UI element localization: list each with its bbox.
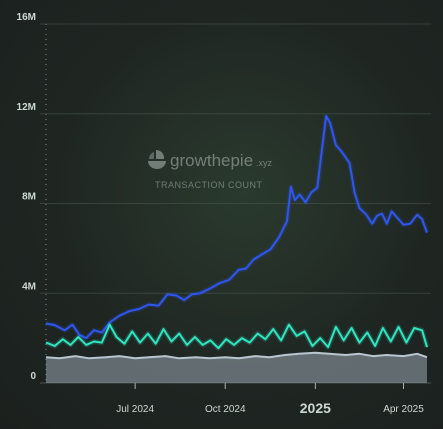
y-tick-label: 0 <box>30 371 36 382</box>
series-teal-line <box>45 323 428 350</box>
watermark-subtitle: TRANSACTION COUNT <box>155 180 263 190</box>
y-tick-label: 8M <box>22 192 36 203</box>
y-tick-label: 4M <box>22 281 36 292</box>
x-tick-label: Oct 2024 <box>205 404 246 415</box>
series-blue-line-glow <box>45 113 430 341</box>
axis-layer: 0 4M 8M 12M 16M Jul 2024 Oct 2024 2025 Apr 2025 <box>17 12 425 416</box>
watermark: growthepie .xyz TRANSACTION COUNT <box>148 149 273 190</box>
x-tick-label: 2025 <box>300 400 331 416</box>
y-tick-label: 12M <box>17 102 36 113</box>
pie-logo-icon <box>148 149 166 169</box>
watermark-brand: growthepie <box>170 151 253 170</box>
series-gray-line <box>45 351 428 360</box>
x-tick-label: Apr 2025 <box>383 404 424 415</box>
series-gray-area <box>46 352 427 383</box>
x-tick-label: Jul 2024 <box>116 404 154 415</box>
y-tick-label: 16M <box>17 12 36 23</box>
series-layer <box>45 113 430 383</box>
watermark-brand-suffix: .xyz <box>256 158 273 168</box>
series-blue-line <box>45 115 428 340</box>
